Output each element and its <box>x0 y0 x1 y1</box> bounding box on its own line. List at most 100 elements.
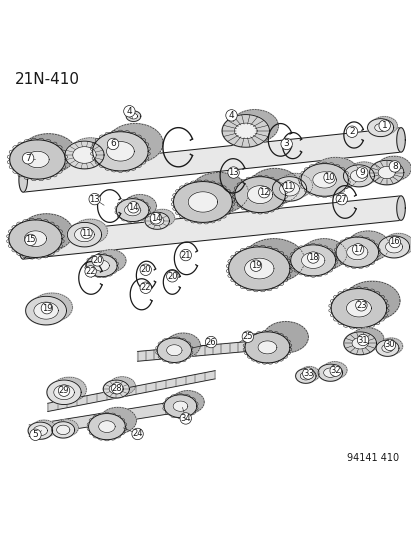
Polygon shape <box>300 157 358 196</box>
Text: 9: 9 <box>358 168 364 177</box>
Circle shape <box>30 429 41 440</box>
Polygon shape <box>257 341 276 354</box>
Text: 22: 22 <box>85 267 96 276</box>
Polygon shape <box>57 425 70 434</box>
Text: 4: 4 <box>228 111 234 120</box>
Text: 3: 3 <box>283 140 289 149</box>
Polygon shape <box>145 212 169 229</box>
Text: 13: 13 <box>89 195 100 204</box>
Circle shape <box>205 336 216 348</box>
Text: 13: 13 <box>228 168 238 177</box>
Polygon shape <box>188 192 217 212</box>
Text: 19: 19 <box>250 261 261 270</box>
Circle shape <box>388 161 400 172</box>
Polygon shape <box>29 398 198 437</box>
Circle shape <box>150 213 161 224</box>
Circle shape <box>307 252 318 263</box>
Polygon shape <box>369 160 403 185</box>
Polygon shape <box>367 117 396 136</box>
Polygon shape <box>93 132 148 171</box>
Polygon shape <box>367 119 393 136</box>
Text: 25: 25 <box>242 332 252 341</box>
Text: 14: 14 <box>150 214 161 223</box>
Circle shape <box>356 334 368 346</box>
Polygon shape <box>299 372 311 380</box>
Polygon shape <box>86 255 117 277</box>
Text: 18: 18 <box>307 253 318 262</box>
Polygon shape <box>93 124 162 171</box>
Text: 21N-410: 21N-410 <box>15 72 80 87</box>
Polygon shape <box>9 220 62 257</box>
Text: 17: 17 <box>352 245 363 254</box>
Polygon shape <box>272 176 306 201</box>
Polygon shape <box>124 205 140 216</box>
Text: 34: 34 <box>180 414 191 423</box>
Polygon shape <box>109 384 123 394</box>
Circle shape <box>280 138 292 150</box>
Circle shape <box>323 172 335 183</box>
Polygon shape <box>23 196 400 259</box>
Polygon shape <box>150 216 164 225</box>
Polygon shape <box>323 368 336 377</box>
Text: 33: 33 <box>302 369 313 378</box>
Polygon shape <box>9 140 65 179</box>
Circle shape <box>378 120 389 131</box>
Polygon shape <box>47 380 81 405</box>
Polygon shape <box>343 328 383 355</box>
Text: 6: 6 <box>110 140 116 149</box>
Polygon shape <box>54 385 74 400</box>
Text: 11: 11 <box>81 229 92 238</box>
Polygon shape <box>65 141 104 169</box>
Polygon shape <box>228 247 289 290</box>
Circle shape <box>351 244 363 255</box>
Polygon shape <box>317 362 346 381</box>
Polygon shape <box>23 127 400 192</box>
Polygon shape <box>26 293 72 325</box>
Polygon shape <box>74 228 94 242</box>
Polygon shape <box>330 281 399 328</box>
Polygon shape <box>28 420 56 439</box>
Polygon shape <box>279 182 299 196</box>
Circle shape <box>383 339 395 351</box>
Polygon shape <box>106 142 134 161</box>
Text: 8: 8 <box>391 162 397 171</box>
Text: 22: 22 <box>140 283 151 292</box>
Circle shape <box>282 181 294 192</box>
Text: 15: 15 <box>25 236 36 245</box>
Text: 94141 410: 94141 410 <box>346 454 398 463</box>
Text: 4: 4 <box>126 107 132 116</box>
Circle shape <box>258 187 269 198</box>
Text: 28: 28 <box>112 384 122 393</box>
Polygon shape <box>137 337 296 361</box>
Polygon shape <box>244 332 289 363</box>
Circle shape <box>85 265 96 277</box>
Polygon shape <box>145 209 174 229</box>
Text: 2: 2 <box>348 127 354 136</box>
Circle shape <box>180 249 191 261</box>
Polygon shape <box>222 115 269 147</box>
Polygon shape <box>19 235 27 259</box>
Circle shape <box>166 271 178 282</box>
Text: 31: 31 <box>357 335 368 344</box>
Polygon shape <box>47 377 86 405</box>
Polygon shape <box>295 369 315 383</box>
Circle shape <box>227 167 239 178</box>
Polygon shape <box>67 219 107 247</box>
Polygon shape <box>103 380 129 398</box>
Polygon shape <box>94 260 109 271</box>
Circle shape <box>111 383 123 394</box>
Polygon shape <box>244 258 273 279</box>
Polygon shape <box>173 173 248 222</box>
Text: 24: 24 <box>132 430 142 439</box>
Polygon shape <box>24 231 47 247</box>
Polygon shape <box>247 185 272 204</box>
Polygon shape <box>88 407 136 440</box>
Polygon shape <box>349 169 367 182</box>
Polygon shape <box>9 134 76 179</box>
Circle shape <box>22 152 34 164</box>
Polygon shape <box>73 147 96 163</box>
Polygon shape <box>116 195 156 222</box>
Text: 20: 20 <box>166 272 177 281</box>
Text: 20: 20 <box>140 265 151 274</box>
Polygon shape <box>9 214 73 257</box>
